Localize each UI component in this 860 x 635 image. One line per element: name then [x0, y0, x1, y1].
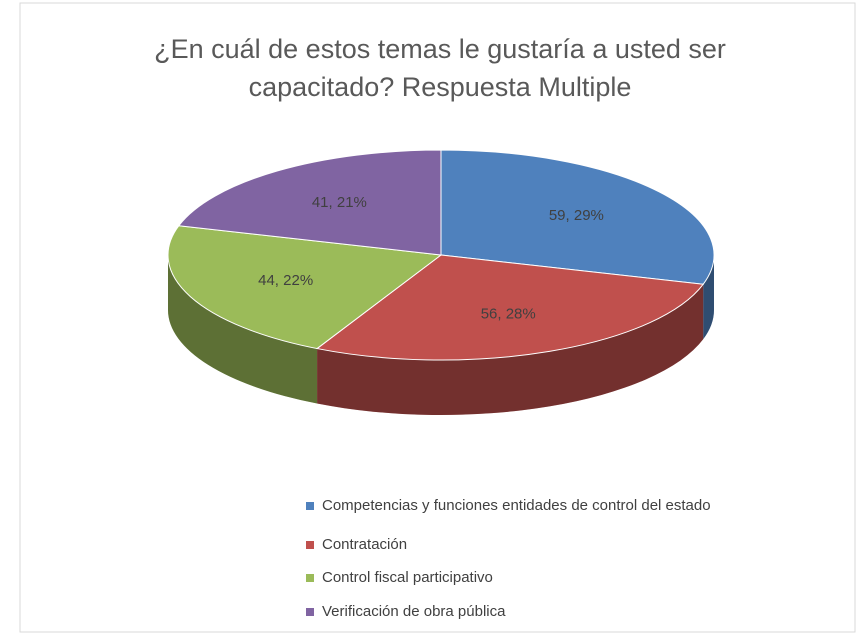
- pie-side: [167, 255, 318, 404]
- pie-side-shade: [167, 255, 318, 404]
- data-label: 59, 29%: [549, 207, 604, 224]
- legend-label: Verificación de obra pública: [322, 603, 506, 620]
- legend-swatch: [306, 574, 314, 582]
- legend-label: Contratación: [322, 536, 407, 553]
- pie-slice: [167, 225, 443, 350]
- pie-side-shade: [703, 255, 714, 340]
- legend-swatch: [306, 502, 314, 510]
- pie-slice: [177, 149, 442, 256]
- legend-swatch: [306, 608, 314, 616]
- data-label: 44, 22%: [258, 272, 313, 289]
- pie-slice: [440, 149, 715, 285]
- pie-side: [317, 284, 704, 415]
- data-label: 41, 21%: [312, 194, 367, 211]
- pie-side-shade: [317, 284, 704, 415]
- pie-slice: [315, 254, 705, 361]
- legend-label: Control fiscal participativo: [322, 569, 493, 586]
- data-label: 56, 28%: [481, 306, 536, 323]
- legend-swatch: [306, 541, 314, 549]
- legend-label: Competencias y funciones entidades de co…: [322, 497, 711, 514]
- chart-title: ¿En cuál de estos temas le gustaría a us…: [154, 34, 726, 102]
- pie-side: [703, 255, 714, 340]
